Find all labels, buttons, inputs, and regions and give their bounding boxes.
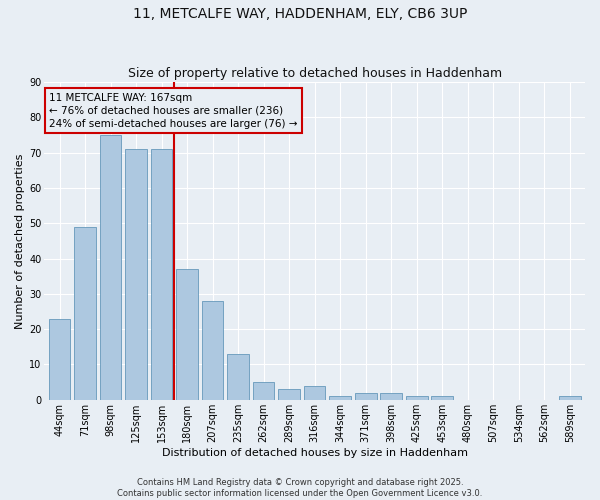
Bar xyxy=(329,396,351,400)
Bar xyxy=(253,382,274,400)
Bar xyxy=(431,396,453,400)
Bar xyxy=(49,318,70,400)
Bar xyxy=(100,135,121,400)
Title: Size of property relative to detached houses in Haddenham: Size of property relative to detached ho… xyxy=(128,66,502,80)
Bar xyxy=(227,354,249,400)
Y-axis label: Number of detached properties: Number of detached properties xyxy=(15,153,25,328)
Bar xyxy=(278,389,300,400)
Text: Contains HM Land Registry data © Crown copyright and database right 2025.
Contai: Contains HM Land Registry data © Crown c… xyxy=(118,478,482,498)
Bar xyxy=(304,386,325,400)
Bar xyxy=(380,392,402,400)
Text: 11 METCALFE WAY: 167sqm
← 76% of detached houses are smaller (236)
24% of semi-d: 11 METCALFE WAY: 167sqm ← 76% of detache… xyxy=(49,92,298,129)
Bar xyxy=(406,396,428,400)
Bar xyxy=(151,149,172,400)
Bar xyxy=(74,227,96,400)
Bar xyxy=(176,269,198,400)
Bar xyxy=(125,149,147,400)
Bar xyxy=(202,301,223,400)
Text: 11, METCALFE WAY, HADDENHAM, ELY, CB6 3UP: 11, METCALFE WAY, HADDENHAM, ELY, CB6 3U… xyxy=(133,8,467,22)
X-axis label: Distribution of detached houses by size in Haddenham: Distribution of detached houses by size … xyxy=(161,448,467,458)
Bar xyxy=(355,392,377,400)
Bar xyxy=(559,396,581,400)
